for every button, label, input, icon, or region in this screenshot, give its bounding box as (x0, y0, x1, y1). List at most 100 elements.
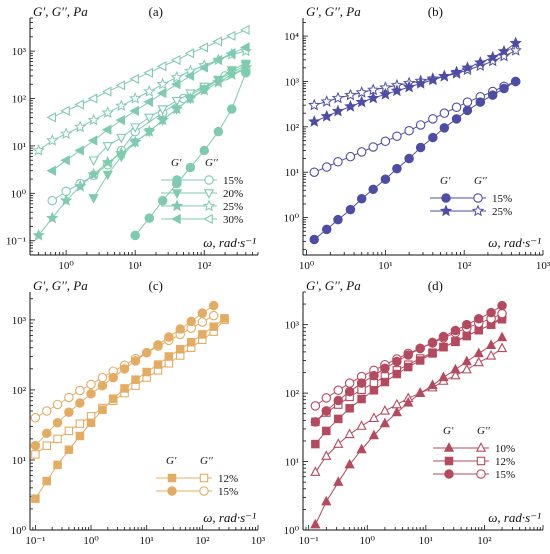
gpp-point (308, 98, 321, 111)
gp-point (52, 417, 63, 428)
gpp-point (116, 133, 127, 144)
gp-point (142, 367, 151, 377)
gp-point (108, 394, 118, 403)
gp-point (334, 414, 343, 424)
gp-point (320, 109, 333, 122)
gpp-point (143, 85, 156, 97)
legend-marker-gpp (203, 189, 215, 199)
y-tick-label: 10⁰ (11, 525, 27, 537)
gp-point (380, 363, 390, 374)
y-tick-label: 10² (12, 94, 27, 106)
y-tick-label: 10³ (285, 320, 300, 332)
legend-label: 30% (223, 214, 243, 226)
gpp-point (333, 157, 343, 167)
gp-point (331, 104, 345, 117)
gp-point (115, 146, 128, 159)
x-tick-label: 10⁰ (360, 535, 376, 547)
gp-point (428, 132, 438, 143)
gp-point (473, 347, 484, 358)
gp-point (355, 95, 368, 108)
gp-point (404, 153, 414, 164)
gpp-line (38, 50, 246, 151)
gpp-point (333, 438, 344, 448)
gp-point (175, 324, 185, 334)
gp-point (30, 440, 41, 451)
legend-marker-gpp (475, 442, 487, 452)
gp-point (130, 230, 140, 241)
gpp-point (130, 123, 141, 133)
gp-point (59, 194, 73, 206)
gpp-point (102, 142, 113, 152)
y-tick-label: 10² (12, 385, 27, 397)
gp-point (309, 234, 319, 245)
gpp-point (415, 120, 426, 130)
gp-point (379, 417, 391, 428)
y-tick-label: 10⁰ (284, 213, 300, 225)
gp-point (450, 325, 461, 336)
gpp-point (310, 401, 321, 411)
gp-point (510, 76, 521, 87)
gp-point (164, 352, 174, 361)
legend-label: 25% (492, 206, 512, 218)
gpp-point (115, 80, 126, 91)
gp-point (333, 214, 343, 225)
gp-point (129, 105, 139, 116)
x-tick-label: 10² (195, 535, 210, 547)
gp-point (485, 339, 497, 350)
gpp-point (485, 349, 497, 360)
gp-point (143, 125, 156, 137)
gp-point (357, 394, 366, 404)
gpp-point (462, 97, 473, 107)
gp-point (450, 363, 461, 374)
gp-point (197, 308, 208, 318)
gpp-point (344, 428, 355, 439)
gpp-point (225, 30, 236, 41)
gp-point (356, 194, 367, 204)
series-15% (310, 300, 507, 427)
gp-point (144, 213, 155, 223)
legend-marker-gpp (204, 175, 214, 185)
gp-point (98, 405, 107, 415)
gpp-point (88, 156, 99, 167)
gpp-point (59, 127, 73, 140)
legend-marker-gpp (199, 486, 209, 496)
gpp-point (208, 310, 219, 321)
gp-point (344, 100, 357, 112)
gp-point (64, 407, 74, 417)
gp-point (225, 68, 238, 80)
legend-marker-gp (439, 204, 453, 217)
panel-label: (a) (149, 4, 163, 19)
gp-point (451, 337, 460, 346)
gpp-point (379, 405, 391, 415)
gpp-point (486, 54, 499, 67)
gp-line (313, 80, 516, 240)
legend-marker-gp (171, 189, 183, 199)
gpp-point (115, 99, 128, 112)
gp-point (184, 92, 197, 104)
series-15% (30, 300, 219, 451)
legend-marker-gp (443, 442, 455, 452)
gpp-point (461, 363, 472, 374)
gpp-point (497, 308, 507, 319)
gp-point (497, 44, 511, 57)
gpp-point (321, 393, 332, 403)
gp-point (499, 83, 509, 94)
x-tick-label: 10³ (536, 260, 550, 272)
gp-point (344, 458, 355, 469)
gp-point (414, 77, 427, 89)
panel-label: (c) (149, 278, 163, 293)
gp-point (157, 195, 168, 206)
y-tick-label: 10² (285, 122, 300, 134)
x-tick-label: 10⁻¹ (299, 535, 319, 547)
gp-point (102, 170, 113, 181)
gpp-point (321, 162, 332, 172)
gpp-point (391, 398, 402, 409)
gpp-point (473, 356, 484, 367)
gp-point (87, 167, 100, 180)
gp-point (141, 347, 152, 358)
x-tick-label: 10⁰ (58, 260, 74, 272)
gpp-point (101, 86, 112, 97)
legend-header-gp: G′ (166, 455, 177, 467)
gp-point (392, 356, 402, 367)
series-25% (308, 36, 522, 127)
